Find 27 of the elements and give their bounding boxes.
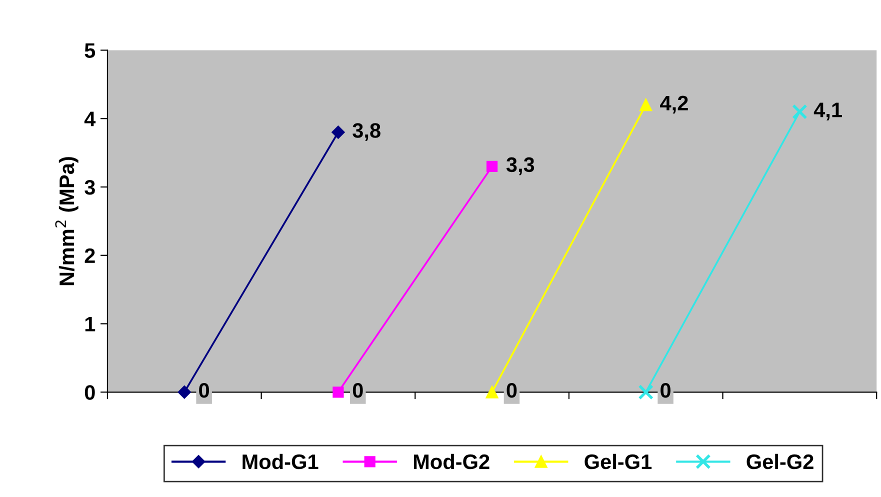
data-label: 4,1	[814, 102, 842, 120]
data-label: 0	[506, 382, 517, 398]
point	[640, 98, 652, 112]
data-label: 3,3	[506, 157, 534, 176]
data-label: 0	[660, 382, 670, 398]
y-tick-label: 4	[84, 112, 96, 126]
y-tick-label: 3	[84, 180, 95, 195]
legend-label: Mod-G2	[414, 454, 490, 470]
point	[486, 160, 498, 172]
point	[332, 126, 345, 139]
point	[486, 386, 498, 398]
y-tick-label: 0	[84, 385, 95, 400]
data-label: 0	[199, 382, 210, 398]
point	[332, 386, 344, 398]
point	[638, 384, 654, 400]
y-tick-label: 2	[84, 248, 95, 263]
legend-label: Gel-G1	[584, 454, 652, 470]
legend-label: Mod-G1	[242, 454, 318, 470]
legend-label: Gel-G2	[746, 454, 814, 470]
data-label: 4,2	[660, 96, 688, 114]
y-axis-title: N/mm$^{2}$ (MPa)	[55, 157, 78, 286]
y-tick-label: 1	[85, 316, 96, 332]
data-label: 3,8	[352, 123, 380, 141]
y-tick-label: 5	[84, 43, 96, 58]
point	[178, 386, 191, 399]
data-label: 0	[352, 382, 363, 398]
point	[792, 104, 808, 120]
